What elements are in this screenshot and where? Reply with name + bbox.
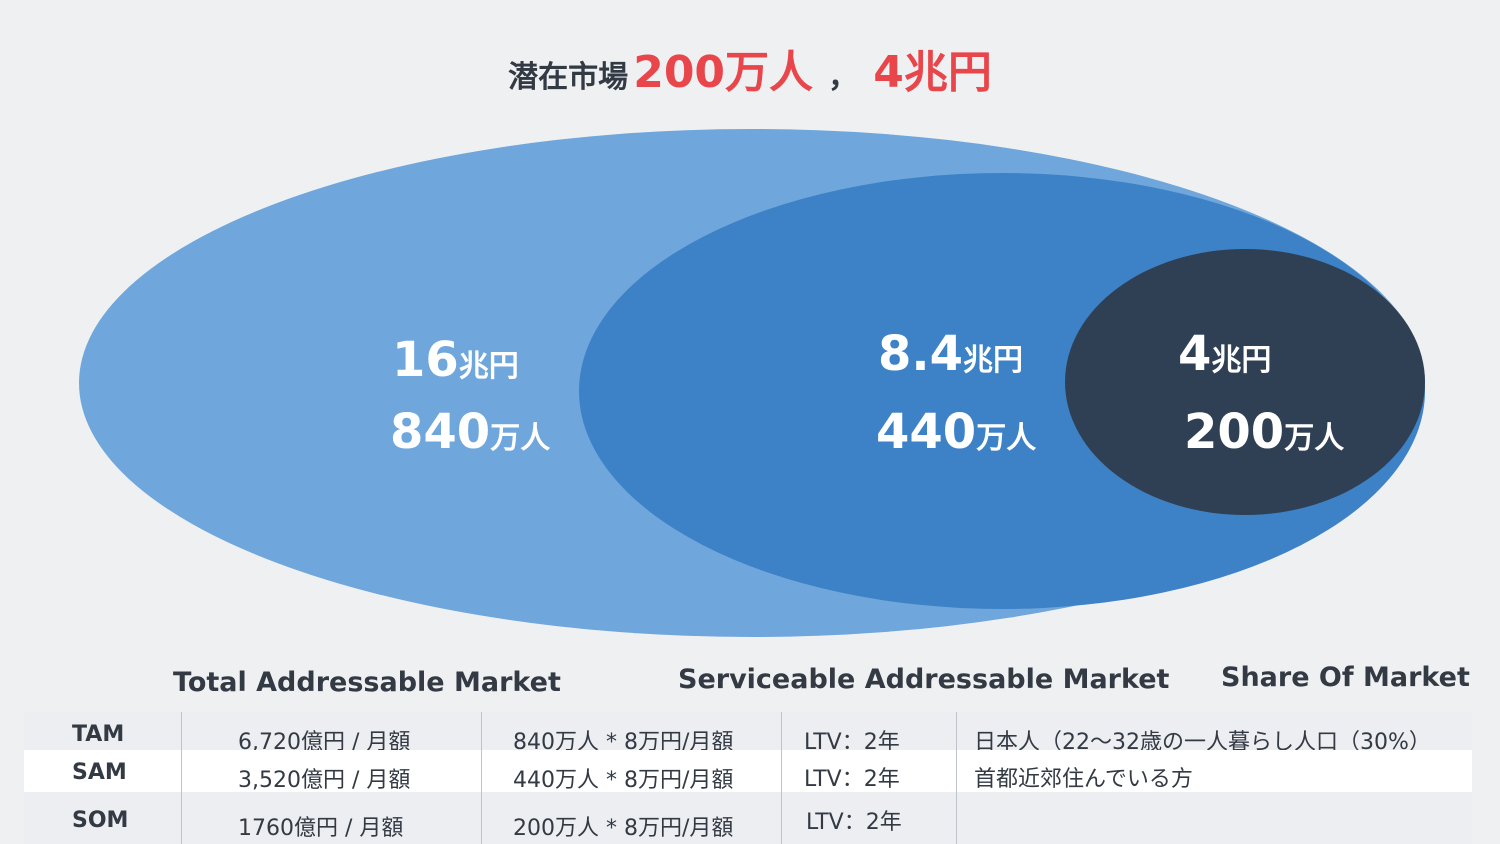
som-amount-unit: 兆円 — [1211, 343, 1272, 378]
row-monthly: 1760億円 / 月額 — [238, 816, 404, 841]
tam-amount: 16兆円 — [392, 336, 519, 384]
tam-people: 840万人 — [390, 408, 550, 456]
sam-market-label: Serviceable Addressable Market — [678, 664, 1170, 695]
tam-market-label: Total Addressable Market — [173, 667, 561, 698]
tam-amount-unit: 兆円 — [458, 349, 519, 384]
tam-people-unit: 万人 — [490, 421, 551, 456]
row-name: SOM — [72, 808, 129, 833]
column-divider — [956, 712, 957, 844]
table-row-sam: SAM 3,520億円 / 月額 440万人 * 8万円/月額 LTV：2年 首… — [24, 750, 1472, 793]
title-label: 潜在市場 — [508, 60, 629, 95]
tam-amount-number: 16 — [392, 332, 459, 388]
tam-people-number: 840 — [390, 404, 491, 460]
table-row-tam: TAM 6,720億円 / 月額 840万人 * 8万円/月額 LTV：2年 日… — [24, 712, 1472, 755]
market-table: TAM 6,720億円 / 月額 840万人 * 8万円/月額 LTV：2年 日… — [24, 712, 1472, 844]
sam-amount-number: 8.4 — [878, 326, 964, 382]
row-monthly: 3,520億円 / 月額 — [238, 768, 411, 793]
som-market-label: Share Of Market — [1221, 662, 1470, 693]
row-note: 首都近郊住んでいる方 — [974, 767, 1193, 792]
row-ltv: LTV：2年 — [806, 810, 902, 835]
som-amount: 4兆円 — [1178, 330, 1271, 378]
page-title: 潜在市場 200万人 ， 4兆円 — [0, 36, 1500, 100]
row-name: TAM — [72, 722, 125, 747]
som-amount-number: 4 — [1178, 326, 1212, 382]
column-divider — [481, 712, 482, 844]
sam-people-number: 440 — [876, 404, 977, 460]
som-ellipse — [1065, 249, 1425, 515]
som-people-unit: 万人 — [1284, 421, 1345, 456]
sam-amount-unit: 兆円 — [963, 343, 1024, 378]
table-row-som: SOM 1760億円 / 月額 200万人 * 8万円/月額 LTV：2年 — [24, 792, 1472, 844]
title-people: 200万人 — [633, 47, 814, 98]
title-amount: 4兆円 — [873, 47, 992, 98]
title-separator: ， — [828, 60, 859, 95]
row-ltv: LTV：2年 — [804, 767, 900, 792]
som-people: 200万人 — [1184, 408, 1344, 456]
sam-amount: 8.4兆円 — [878, 330, 1023, 378]
sam-people-unit: 万人 — [976, 421, 1037, 456]
row-name: SAM — [72, 760, 127, 785]
sam-people: 440万人 — [876, 408, 1036, 456]
row-formula: 200万人 * 8万円/月額 — [513, 816, 734, 841]
column-divider — [181, 712, 182, 844]
column-divider — [781, 712, 782, 844]
row-formula: 440万人 * 8万円/月額 — [513, 768, 734, 793]
som-people-number: 200 — [1184, 404, 1285, 460]
